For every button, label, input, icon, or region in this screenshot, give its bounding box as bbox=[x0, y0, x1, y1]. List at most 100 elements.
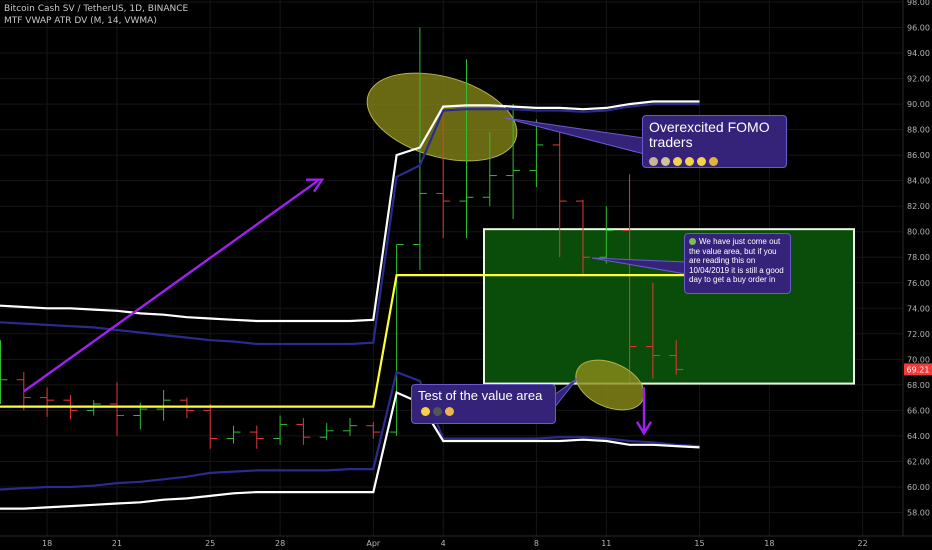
money-bag-icon bbox=[709, 156, 718, 166]
price-tick-label: 98.00 bbox=[907, 0, 930, 7]
candle bbox=[412, 27, 427, 270]
price-tick-label: 92.00 bbox=[907, 75, 930, 84]
annotations-back bbox=[366, 72, 855, 385]
candle bbox=[645, 282, 660, 379]
candle bbox=[436, 104, 451, 239]
candle bbox=[0, 340, 8, 404]
price-axis[interactable]: 58.00 60.00 62.00 64.00 66.00 68.00 70.00 72.00… bbox=[902, 0, 932, 550]
candle bbox=[482, 132, 497, 207]
price-tick-label: 80.00 bbox=[907, 228, 930, 237]
snake-icon bbox=[689, 238, 696, 246]
value-test-callout[interactable]: Test of the value area bbox=[411, 384, 556, 424]
price-tick-label: 70.00 bbox=[907, 355, 930, 364]
fomo-callout-pointer bbox=[504, 117, 645, 155]
price-tick-label: 62.00 bbox=[907, 457, 930, 466]
value-area-box bbox=[483, 228, 855, 385]
candle bbox=[16, 372, 31, 411]
symbol-title: Bitcoin Cash SV / TetherUS, 1D, BINANCE bbox=[4, 4, 189, 14]
candle bbox=[576, 199, 590, 277]
annotations-front bbox=[23, 117, 687, 436]
candle bbox=[179, 397, 194, 419]
person-icon bbox=[649, 156, 658, 166]
flexed-bicep-icon bbox=[445, 407, 454, 417]
value-area-callout[interactable]: We have just come out the value area, bu… bbox=[684, 233, 791, 294]
lower-outer-band bbox=[0, 390, 700, 510]
trend-arrow-head bbox=[306, 178, 325, 193]
price-tick-label: 88.00 bbox=[907, 126, 930, 135]
fomo-callout[interactable]: Overexcited FOMO traders bbox=[642, 115, 787, 168]
price-tick-label: 66.00 bbox=[907, 406, 930, 415]
candle bbox=[249, 425, 264, 449]
candle bbox=[273, 415, 288, 445]
down-arrow-head bbox=[635, 421, 653, 436]
price-tick-label: 76.00 bbox=[907, 279, 930, 288]
fomo-highlight-ellipse bbox=[366, 72, 518, 162]
disguise-icon bbox=[661, 156, 670, 166]
price-axis-bg bbox=[903, 0, 932, 550]
candle bbox=[622, 174, 637, 383]
time-axis[interactable]: 18 21 25 28 Apr 4 8 11 15 18 22 bbox=[0, 535, 932, 548]
time-tick-label: 18 bbox=[42, 539, 52, 548]
price-tick-label: 78.00 bbox=[907, 253, 930, 262]
candle bbox=[40, 387, 55, 417]
face-icon bbox=[697, 156, 706, 166]
candle bbox=[110, 382, 124, 436]
candle bbox=[506, 104, 521, 219]
price-tick-label: 64.00 bbox=[907, 432, 930, 441]
indicator-title: MTF VWAP ATR DV (M, 14, VWMA) bbox=[4, 16, 157, 26]
price-tick-label: 60.00 bbox=[907, 483, 930, 492]
value-area-callout-text: We have just come out the value area, bu… bbox=[689, 237, 784, 284]
time-tick-label: 15 bbox=[694, 539, 704, 548]
time-tick-label: 28 bbox=[275, 539, 285, 548]
candle bbox=[156, 389, 171, 421]
price-tick-label: 84.00 bbox=[907, 177, 930, 186]
lower-inner-band bbox=[0, 370, 700, 491]
face-icon bbox=[421, 407, 430, 417]
candle bbox=[296, 418, 311, 445]
time-tick-label: 4 bbox=[441, 539, 446, 548]
trend-arrow-line bbox=[23, 179, 319, 393]
current-price-badge bbox=[904, 363, 932, 376]
price-tick-label: 68.00 bbox=[907, 381, 930, 390]
upper-inner-band bbox=[0, 102, 700, 346]
candle bbox=[669, 340, 684, 375]
price-tick-label: 90.00 bbox=[907, 100, 930, 109]
indicator-bands bbox=[0, 100, 700, 510]
candles bbox=[0, 27, 684, 449]
price-tick-label: 82.00 bbox=[907, 202, 930, 211]
candle bbox=[552, 129, 567, 258]
vwap-line bbox=[0, 274, 700, 408]
price-tick-label: 94.00 bbox=[907, 49, 930, 58]
time-tick-label: 21 bbox=[112, 539, 122, 548]
candle bbox=[203, 404, 218, 449]
price-tick-label: 72.00 bbox=[907, 330, 930, 339]
value-test-callout-text: Test of the value area bbox=[418, 388, 543, 403]
fomo-emoji-row bbox=[649, 153, 780, 168]
time-tick-label: Apr bbox=[366, 539, 381, 548]
upper-outer-band bbox=[0, 100, 700, 323]
sad-face-icon bbox=[673, 156, 682, 166]
current-price-label: 69.21 bbox=[907, 365, 930, 374]
price-tick-label: 74.00 bbox=[907, 304, 930, 313]
time-tick-label: 22 bbox=[858, 539, 868, 548]
sad-face-icon bbox=[685, 156, 694, 166]
price-tick-label: 58.00 bbox=[907, 508, 930, 517]
candle bbox=[529, 119, 544, 188]
candle bbox=[366, 421, 381, 439]
candle bbox=[86, 400, 101, 416]
price-tick-label: 96.00 bbox=[907, 24, 930, 33]
ninja-icon bbox=[433, 407, 442, 417]
time-tick-label: 18 bbox=[764, 539, 774, 548]
candle bbox=[319, 423, 334, 440]
candle bbox=[599, 206, 614, 264]
candle bbox=[459, 59, 474, 239]
time-tick-label: 25 bbox=[205, 539, 215, 548]
candle bbox=[389, 243, 404, 436]
candle bbox=[226, 425, 241, 444]
time-tick-label: 11 bbox=[601, 539, 611, 548]
fomo-callout-text: Overexcited FOMO traders bbox=[649, 119, 770, 150]
time-tick-label: 8 bbox=[534, 539, 539, 548]
candle bbox=[343, 418, 357, 436]
price-tick-label: 86.00 bbox=[907, 151, 930, 160]
